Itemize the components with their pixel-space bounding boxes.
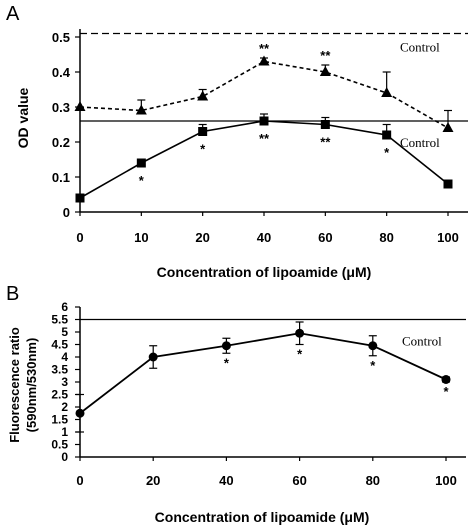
- panel-b-series-line: [79, 332, 447, 414]
- panel-b-significance: *: [443, 384, 449, 399]
- panel-b-ylabel-line1: Fluorescence ratio: [7, 327, 22, 443]
- panel-b-y-tick-label: 2: [61, 400, 68, 414]
- panel-a-y-tick-label: 0: [63, 205, 70, 220]
- panel-a-point: [197, 90, 209, 101]
- panel-b-point: [295, 328, 305, 338]
- panel-b-point: [441, 375, 451, 384]
- panel-a-x-tick-label: 100: [437, 230, 459, 245]
- panel-a-y-tick-label: 0.4: [52, 65, 71, 80]
- panel-b-y-tick-label: 5: [61, 325, 68, 339]
- panel-a-ylabel: OD value: [15, 87, 31, 148]
- panel-b-y-tick-label: 4.5: [51, 338, 68, 352]
- panel-a-point: [320, 120, 330, 129]
- panel-a-xlabel: Concentration of lipoamide (μM): [157, 264, 372, 280]
- panel-a-x-tick-label: 20: [195, 230, 209, 245]
- panel-b-x-tick-label: 20: [146, 473, 160, 488]
- panel-a-significance: **: [259, 131, 270, 146]
- panel-a-y-tick-label: 0.2: [52, 135, 70, 150]
- panel-b-x-tick-label: 0: [76, 473, 83, 488]
- panel-b-significance: *: [370, 358, 376, 373]
- panel-b-y-tick-label: 0: [61, 450, 68, 464]
- panel-a-significance: **: [259, 41, 270, 56]
- panel-a-label: A: [6, 3, 20, 25]
- panel-b-y-tick-label: 0.5: [51, 438, 68, 452]
- panel-a-point: [74, 101, 86, 111]
- panel-b-significance: *: [297, 347, 303, 362]
- panel-a-x-tick-label: 40: [257, 230, 271, 245]
- panel-a-point: [198, 127, 208, 136]
- panel-a-point: [258, 55, 270, 66]
- panel-a-point: [135, 104, 147, 115]
- panel-a-point: [136, 158, 146, 168]
- panel-a-point: [259, 116, 269, 126]
- panel-a-y-tick-label: 0.1: [52, 170, 70, 185]
- panel-a-point: [382, 130, 392, 140]
- panel-b-point: [75, 408, 85, 418]
- panel-b-significance: *: [224, 355, 230, 370]
- panel-b-x-tick-label: 100: [435, 473, 457, 488]
- panel-a-x-tick-label: 60: [318, 230, 332, 245]
- panel-b-y-tick-label: 3.5: [51, 363, 68, 377]
- panel-a-y-tick-label: 0.3: [52, 100, 70, 115]
- panel-b-x-tick-label: 40: [219, 473, 233, 488]
- panel-b-y-tick-label: 1: [61, 425, 68, 439]
- panel-a-point: [381, 87, 393, 97]
- panel-b-xlabel: Concentration of lipoamide (μM): [155, 509, 370, 525]
- panel-a-point: [443, 179, 453, 189]
- panel-a-significance: **: [320, 48, 331, 63]
- panel-a-significance: *: [139, 173, 145, 188]
- panel-b-y-tick-label: 4: [61, 350, 68, 364]
- panel-a-significance: **: [320, 135, 331, 150]
- panel-b-y-tick-label: 3: [61, 375, 68, 389]
- panel-a-significance: *: [384, 145, 390, 160]
- panel-a-point: [75, 193, 85, 203]
- panel-b-y-tick-label: 6: [61, 300, 68, 314]
- panel-a-y-tick-label: 0.5: [52, 30, 70, 45]
- panel-a-significance: *: [200, 142, 206, 157]
- panel-b-ylabel-line2: (590nm/530nm): [24, 338, 39, 433]
- panel-a-x-tick-label: 0: [76, 230, 83, 245]
- panel-b-control-label: Control: [402, 334, 442, 349]
- panel-a-chart: 0 0.1 0.2 0.3 0.4 0.5 0 10 20 40 60 80 100 Control Con…: [52, 29, 468, 245]
- panel-a-control-label: Control: [400, 135, 440, 150]
- panel-b-y-tick-label: 2.5: [51, 388, 68, 402]
- panel-b-x-tick-label: 80: [366, 473, 380, 488]
- panel-a-control-label: Control: [400, 40, 440, 55]
- panel-a-point: [319, 66, 331, 76]
- panel-b-x-tick-label: 60: [292, 473, 306, 488]
- panel-a-point: [442, 122, 454, 132]
- panel-b-chart: 00.511.522.533.544.555.560 20 40 60 80 100Con…: [51, 300, 466, 488]
- panel-b-point: [368, 341, 378, 351]
- panel-a-x-tick-label: 80: [379, 230, 393, 245]
- panel-b-point: [148, 352, 158, 362]
- panel-b-y-tick-label: 5.5: [51, 313, 68, 327]
- panel-a-x-tick-label: 10: [134, 230, 148, 245]
- panel-b-y-tick-label: 1.5: [51, 413, 68, 427]
- panel-b-label: B: [6, 283, 19, 305]
- panel-b-point: [221, 341, 231, 351]
